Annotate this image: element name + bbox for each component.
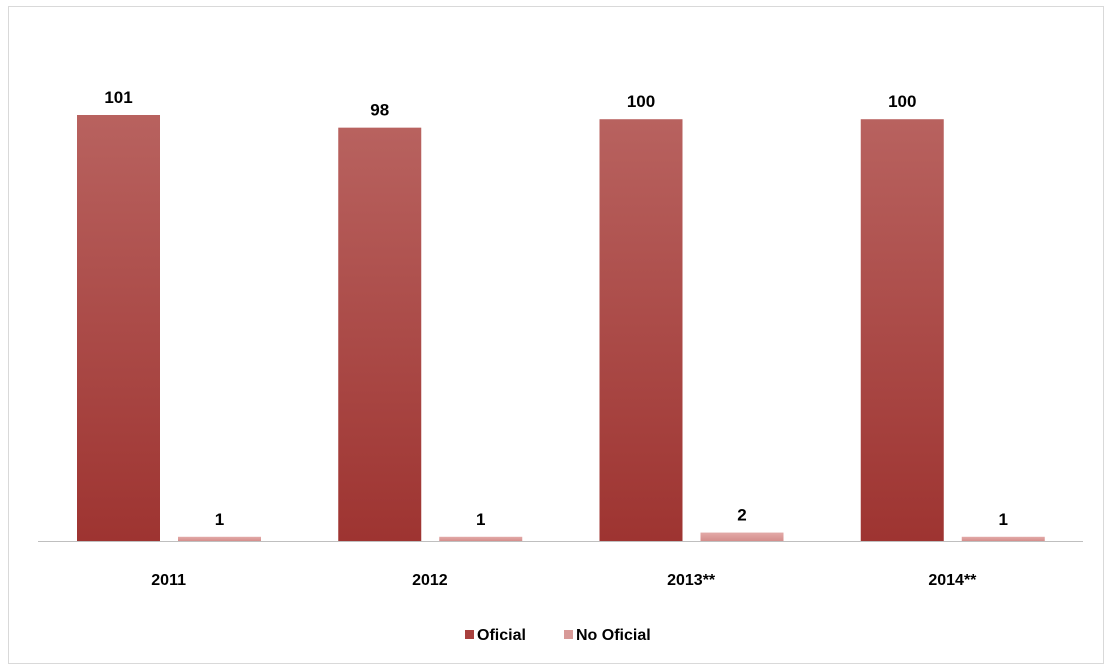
legend-swatch-oficial xyxy=(465,630,474,639)
x-tick-label-2013: 2013** xyxy=(667,572,716,589)
x-tick-label-2014: 2014** xyxy=(928,572,977,589)
bar-oficial-2014 xyxy=(860,119,944,541)
data-label-no-oficial-2014: 1 xyxy=(999,510,1008,529)
data-label-oficial-2013: 100 xyxy=(627,92,655,111)
x-tick-label-2012: 2012 xyxy=(412,572,448,589)
data-label-oficial-2011: 101 xyxy=(104,88,132,107)
bar-oficial-2013 xyxy=(599,119,683,541)
bar-no-oficial-2013 xyxy=(700,532,784,541)
x-axis: 2011 2012 2013** 2014** xyxy=(38,541,1083,589)
data-label-no-oficial-2013: 2 xyxy=(737,506,746,525)
legend-label-oficial: Oficial xyxy=(477,627,526,644)
legend: Oficial No Oficial xyxy=(465,627,651,644)
data-label-no-oficial-2011: 1 xyxy=(215,510,224,529)
data-label-oficial-2014: 100 xyxy=(888,92,916,111)
bar-oficial-2012 xyxy=(338,127,422,541)
plot-area: 101 1 98 1 100 2 100 1 xyxy=(77,88,1045,541)
bar-no-oficial-2014 xyxy=(961,536,1045,541)
x-tick-label-2011: 2011 xyxy=(151,572,186,589)
bar-no-oficial-2011 xyxy=(178,536,261,541)
data-label-oficial-2012: 98 xyxy=(370,101,389,120)
data-label-no-oficial-2012: 1 xyxy=(476,510,485,529)
legend-label-no-oficial: No Oficial xyxy=(576,627,651,644)
bar-no-oficial-2012 xyxy=(439,536,523,541)
bar-oficial-2011 xyxy=(77,115,160,541)
legend-swatch-no-oficial xyxy=(564,630,573,639)
